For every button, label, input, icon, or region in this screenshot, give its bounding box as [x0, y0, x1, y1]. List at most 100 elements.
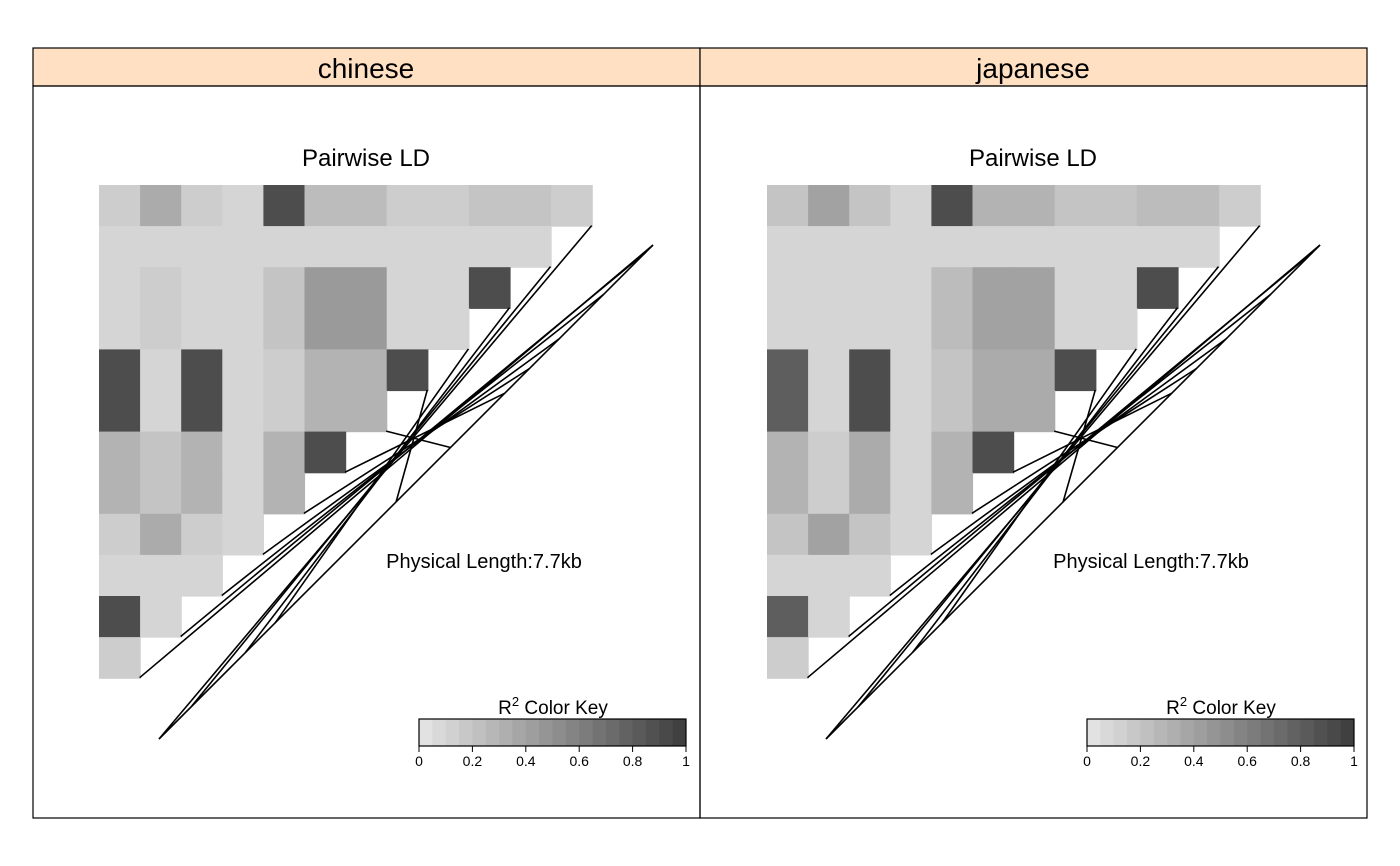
ld-cell: [1136, 226, 1179, 268]
ld-cell: [427, 226, 470, 268]
ld-cell: [1013, 349, 1056, 392]
ld-cell: [1136, 185, 1179, 227]
ld-cell: [140, 185, 182, 227]
color-key-step: [1153, 719, 1168, 746]
color-key-step: [659, 719, 674, 746]
diagonal-axis: [158, 244, 654, 740]
color-key-ticks: 0 0.2 0.4 0.6 0.8 1: [415, 746, 690, 769]
ld-cell: [510, 185, 552, 227]
color-key-step: [605, 719, 620, 746]
ld-cell: [468, 226, 511, 268]
ld-cell: [222, 185, 264, 227]
ld-cell: [222, 308, 264, 350]
color-key-r: R: [498, 698, 512, 719]
ld-cell: [767, 349, 809, 392]
ld-cell: [1054, 308, 1097, 350]
color-key: R2 Color Key 0 0.2 0.4 0.6 0.8 1: [1083, 694, 1358, 769]
ld-cell: [304, 390, 347, 433]
ld-cell: [931, 308, 974, 350]
color-key-tick-label: 0.6: [1237, 753, 1257, 769]
color-key-step: [472, 719, 487, 746]
snp-line: [139, 244, 654, 679]
snp-line: [911, 307, 1179, 653]
color-key-step: [645, 719, 660, 746]
color-key-tick-label: 0: [415, 753, 423, 769]
plot-title: Pairwise LD: [969, 145, 1097, 172]
ld-cell: [1095, 185, 1138, 227]
ld-cell: [849, 349, 891, 392]
ld-cell: [345, 226, 388, 268]
ld-cell: [972, 390, 1015, 433]
ld-cell: [304, 226, 347, 268]
ld-heatmap: [767, 185, 1261, 679]
ld-cell: [140, 390, 182, 433]
ld-cell: [181, 390, 223, 433]
color-key-step: [1313, 719, 1328, 746]
snp-position-lines: [806, 225, 1321, 740]
color-key-tick-label: 0.2: [463, 753, 483, 769]
ld-cell: [931, 185, 974, 227]
ld-cell: [1013, 226, 1056, 268]
ld-cell: [304, 349, 347, 392]
ld-cell: [1178, 226, 1220, 268]
ld-cell: [767, 390, 809, 433]
ld-cell: [468, 185, 511, 227]
ld-cell: [99, 390, 141, 433]
ld-cell: [972, 431, 1015, 474]
ld-cell: [890, 308, 932, 350]
color-key-step: [525, 719, 540, 746]
color-key-frame: [418, 718, 687, 747]
color-key-frame: [1086, 718, 1355, 747]
color-key-ticks: 0 0.2 0.4 0.6 0.8 1: [1083, 746, 1358, 769]
ld-cell: [767, 226, 809, 268]
ld-cell: [181, 226, 223, 268]
ld-cell: [1054, 349, 1097, 392]
color-key-step: [1207, 719, 1221, 746]
ld-cell: [849, 431, 891, 474]
ld-cell: [181, 472, 223, 515]
ld-cell: [890, 185, 932, 227]
ld-cell: [767, 596, 809, 638]
ld-cell: [263, 349, 306, 392]
ld-cell: [304, 308, 347, 350]
ld-cell: [99, 554, 141, 597]
color-key-step: [1220, 719, 1235, 746]
snp-line: [244, 307, 511, 653]
ld-cell: [931, 349, 974, 392]
color-key-tick-label: 0.2: [1131, 753, 1151, 769]
ld-cell: [890, 513, 932, 556]
ld-cell: [222, 349, 264, 392]
ld-cell: [140, 513, 182, 556]
ld-cell: [808, 226, 850, 268]
ld-cell: [304, 431, 347, 474]
color-key-rest: Color Key: [519, 698, 608, 719]
ld-cell: [99, 267, 141, 309]
snp-line: [1012, 392, 1173, 473]
ld-cell: [767, 472, 809, 515]
color-key-tick-label: 1: [682, 753, 690, 769]
color-key-step: [565, 719, 580, 746]
ld-heatmap: [99, 185, 593, 679]
ld-cell: [140, 472, 182, 515]
ld-cell: [427, 267, 470, 309]
ld-cell: [99, 431, 141, 474]
color-key-step: [619, 719, 633, 746]
ld-cell: [1013, 390, 1056, 433]
color-key-step: [432, 719, 447, 746]
ld-cell: [808, 596, 850, 638]
color-key-step: [1287, 719, 1301, 746]
ld-cell: [263, 267, 306, 309]
color-key-step: [1247, 719, 1261, 746]
ld-cell: [99, 349, 141, 392]
color-key-title: R2 Color Key: [498, 694, 608, 719]
panel-japanese: japanese Pairwise LD Physical Length:7.7…: [699, 47, 1368, 819]
ld-cell: [808, 554, 850, 597]
ld-cell: [1095, 267, 1138, 309]
ld-cell: [427, 308, 470, 350]
ld-cell: [767, 308, 809, 350]
color-key-tick-label: 0.4: [1184, 753, 1204, 769]
ld-cell: [304, 267, 347, 309]
color-key-step: [1113, 719, 1128, 746]
ld-cell: [849, 472, 891, 515]
